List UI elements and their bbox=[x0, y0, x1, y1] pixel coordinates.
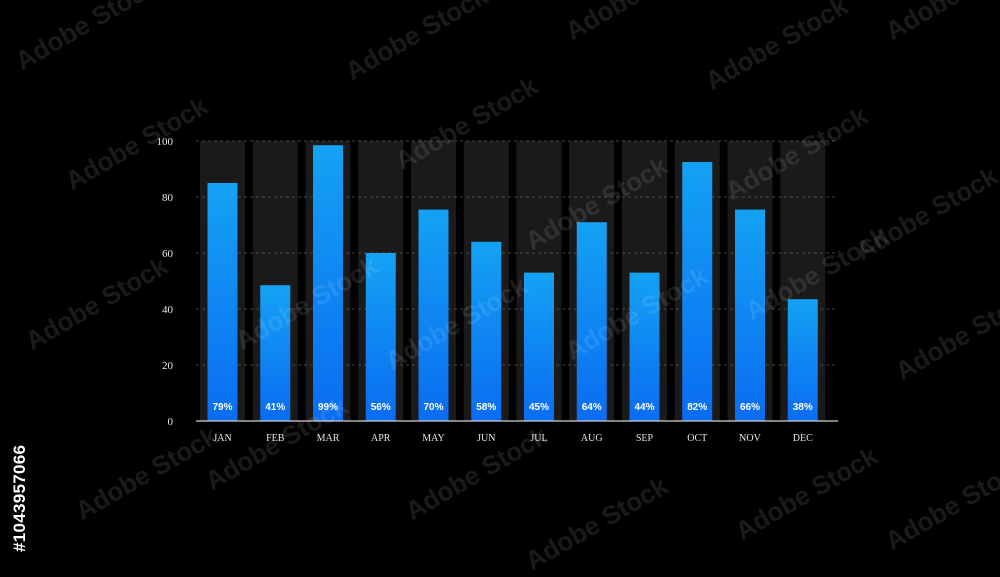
bar-aug bbox=[576, 222, 607, 421]
data-label-feb: 41% bbox=[265, 402, 285, 413]
bar-may bbox=[418, 209, 449, 421]
bar-oct bbox=[682, 162, 713, 421]
x-tick-label-sep: SEP bbox=[636, 433, 654, 444]
x-tick-label-mar: MAR bbox=[317, 433, 340, 444]
y-axis: 0 20 40 60 80 100 bbox=[157, 136, 174, 428]
x-tick-label-nov: NOV bbox=[739, 433, 761, 444]
bar-dec bbox=[787, 299, 818, 421]
data-label-dec: 38% bbox=[793, 402, 813, 413]
data-label-jul: 45% bbox=[529, 402, 549, 413]
y-tick-label: 60 bbox=[162, 248, 174, 260]
y-tick-label: 80 bbox=[162, 192, 174, 204]
x-tick-label-jul: JUL bbox=[530, 433, 547, 444]
column-backgrounds bbox=[200, 141, 826, 421]
data-label-jun: 58% bbox=[476, 402, 496, 413]
x-tick-label-apr: APR bbox=[371, 433, 391, 444]
bar-mar bbox=[313, 145, 343, 421]
bar-chart: JAN FEB MAR APR MAY JUN JUL AUG SEP OCT NOV DEC 0 20… bbox=[157, 136, 838, 444]
y-tick-label: 20 bbox=[162, 360, 174, 372]
bar-jul bbox=[524, 272, 554, 421]
x-tick-label-oct: OCT bbox=[687, 433, 707, 444]
bar-jun bbox=[471, 241, 502, 421]
y-tick-label: 40 bbox=[162, 304, 174, 316]
gridlines bbox=[196, 140, 836, 366]
data-label-may: 70% bbox=[423, 402, 443, 413]
data-label-oct: 82% bbox=[687, 402, 707, 413]
data-label-jan: 79% bbox=[212, 402, 232, 413]
y-tick-label: 0 bbox=[168, 416, 174, 428]
bar-series bbox=[207, 145, 818, 421]
x-tick-label-jun: JUN bbox=[477, 433, 495, 444]
data-label-mar: 99% bbox=[318, 402, 338, 413]
bar-apr bbox=[365, 253, 396, 421]
data-label-sep: 44% bbox=[634, 402, 654, 413]
y-tick-label: 100 bbox=[157, 136, 174, 148]
x-tick-label-may: MAY bbox=[422, 433, 444, 444]
data-label-nov: 66% bbox=[740, 402, 760, 413]
stock-id-text: #1043957066 bbox=[10, 444, 29, 552]
x-tick-label-aug: AUG bbox=[581, 433, 603, 444]
bar-nov bbox=[735, 209, 765, 421]
x-tick-label-dec: DEC bbox=[793, 433, 813, 444]
x-axis: JAN FEB MAR APR MAY JUN JUL AUG SEP OCT NOV DEC bbox=[196, 420, 838, 444]
x-tick-label-jan: JAN bbox=[213, 433, 231, 444]
bar-feb bbox=[260, 285, 291, 421]
x-tick-label-feb: FEB bbox=[266, 433, 285, 444]
bar-jan bbox=[207, 183, 238, 421]
data-label-aug: 64% bbox=[582, 402, 602, 413]
data-label-apr: 56% bbox=[371, 402, 391, 413]
data-labels: 79% 41% 99% 56% 70% 58% 45% 64% 44% 82% 66% 38% bbox=[212, 402, 812, 413]
bar-sep bbox=[629, 272, 660, 421]
